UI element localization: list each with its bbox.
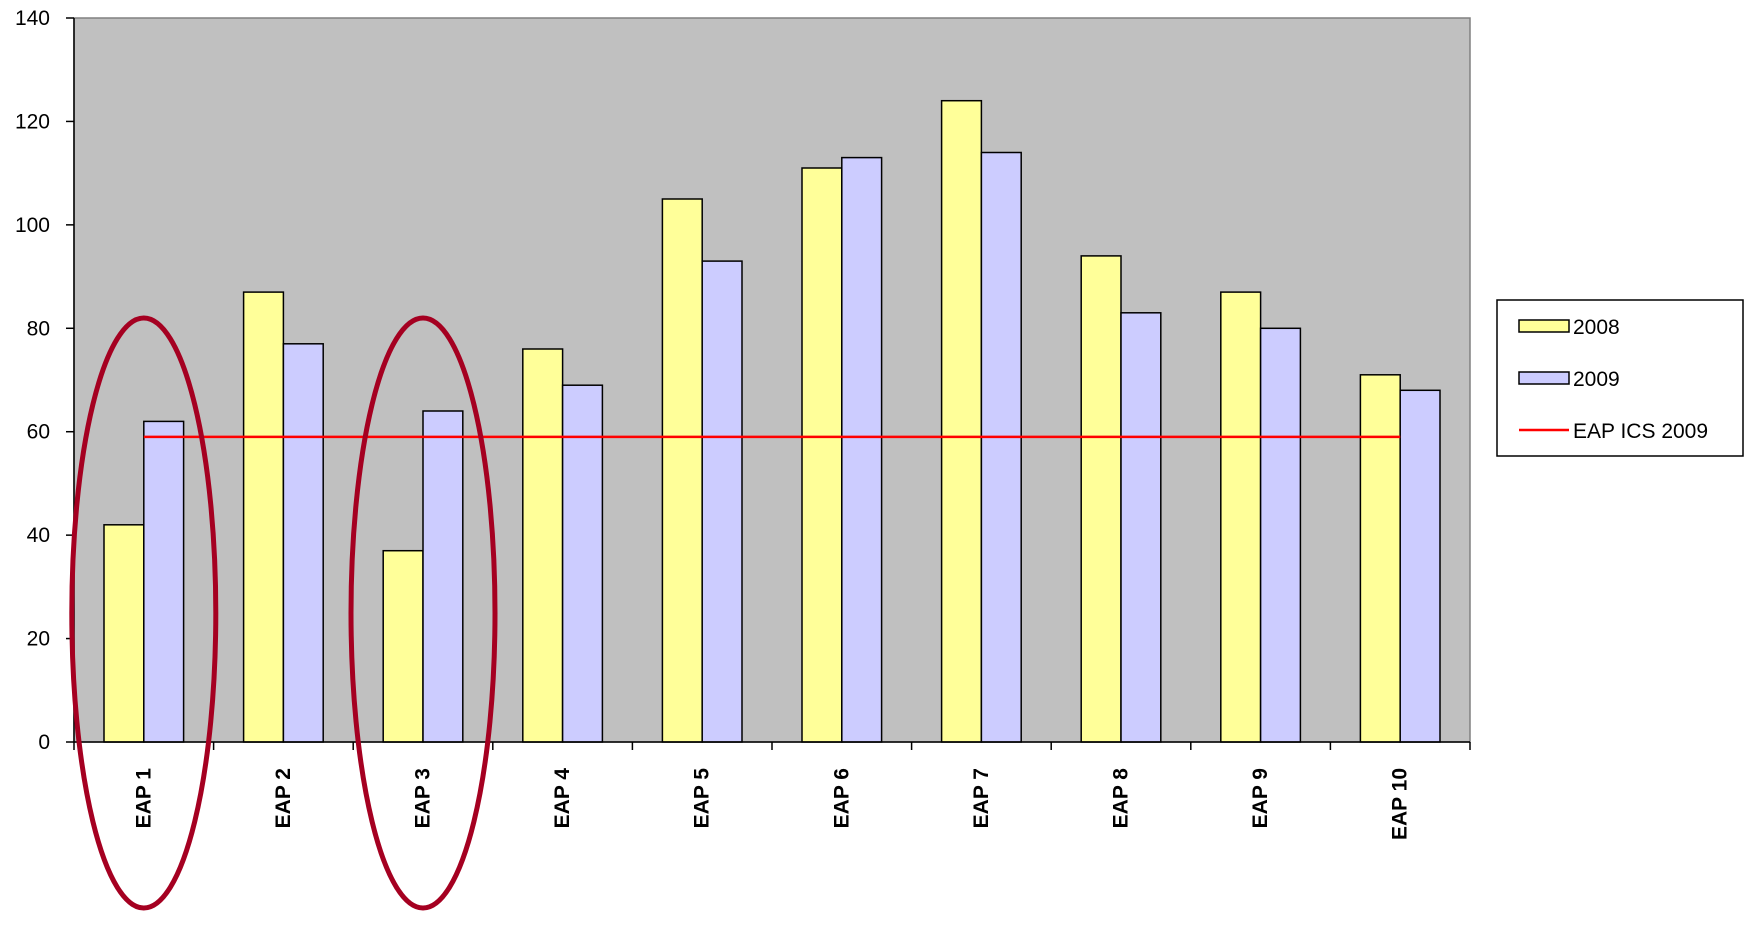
- y-tick-label-140: 140: [15, 7, 50, 30]
- x-category-label-eap-7: EAP 7: [970, 768, 993, 828]
- bar-eap-4-2008: [522, 348, 564, 743]
- bar-eap-2-2009: [282, 343, 324, 743]
- highlight-layer: [69, 315, 498, 911]
- legend-swatch-2008: [1518, 319, 1570, 333]
- bar-eap-8-2008: [1080, 255, 1122, 743]
- y-tick-label-40: 40: [27, 524, 50, 547]
- bar-eap-4-2009: [561, 384, 604, 743]
- y-tick-label-60: 60: [27, 421, 50, 444]
- bar-eap-6-2008: [801, 167, 843, 743]
- bar-eap-3-2008: [382, 549, 424, 743]
- bar-eap-1-2009: [143, 420, 185, 743]
- y-tick-label-80: 80: [27, 317, 50, 340]
- y-tick-label-20: 20: [27, 628, 50, 651]
- y-tick-label-100: 100: [15, 214, 50, 237]
- x-category-label-eap-6: EAP 6: [830, 768, 853, 828]
- x-category-label-eap-2: EAP 2: [272, 768, 295, 828]
- bar-eap-9-2008: [1220, 291, 1262, 743]
- x-category-label-eap-5: EAP 5: [691, 768, 714, 829]
- x-category-label-eap-1: EAP 1: [132, 768, 155, 829]
- x-category-label-eap-10: EAP 10: [1389, 768, 1412, 840]
- x-category-label-eap-9: EAP 9: [1249, 768, 1272, 828]
- bar-eap-2-2008: [242, 291, 285, 743]
- bar-eap-5-2009: [701, 260, 743, 743]
- y-tick-label-0: 0: [38, 731, 50, 754]
- bar-eap-6-2009: [841, 156, 883, 743]
- legend-label-2009: 2009: [1573, 368, 1620, 391]
- y-tick-label-120: 120: [15, 110, 50, 133]
- bar-eap-10-2009: [1399, 389, 1441, 743]
- bar-eap-7-2009: [980, 151, 1022, 743]
- legend-label-eap-ics-2009: EAP ICS 2009: [1573, 420, 1708, 443]
- legend-swatch-2009: [1518, 371, 1570, 385]
- bar-eap-10-2008: [1359, 374, 1401, 743]
- axes-layer: 0 20 40 60 80 100 120 140 EAP 1 EAP 2 EAP 3 EAP 4 EA…: [15, 7, 1471, 840]
- highlight-ellipse-eap-3: [348, 315, 498, 911]
- x-category-label-eap-4: EAP 4: [551, 768, 574, 829]
- bar-eap-8-2009: [1120, 312, 1162, 743]
- bar-eap-1-2008: [103, 524, 145, 743]
- bar-eap-3-2009: [422, 410, 464, 743]
- x-category-label-eap-8: EAP 8: [1110, 768, 1133, 829]
- bar-eap-9-2009: [1259, 327, 1302, 743]
- x-category-label-eap-3: EAP 3: [412, 768, 435, 828]
- bar-eap-7-2008: [940, 99, 983, 743]
- legend-label-2008: 2008: [1573, 316, 1620, 339]
- bar-eap-5-2008: [661, 198, 703, 743]
- highlight-ellipse-eap-1: [69, 315, 219, 911]
- legend: 2008 2009 EAP ICS 2009: [1496, 299, 1744, 457]
